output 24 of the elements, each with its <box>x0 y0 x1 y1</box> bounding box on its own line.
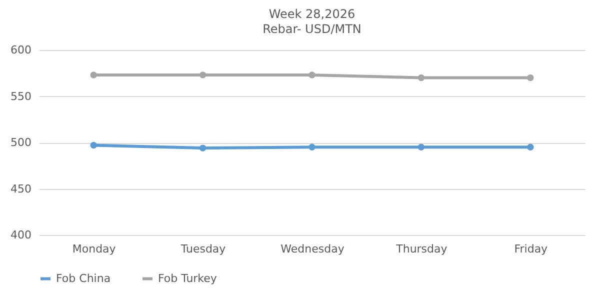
point <box>418 74 425 82</box>
point <box>308 144 316 150</box>
chart-subtitle: Rebar- USD/MTN <box>262 22 362 36</box>
y-tick-label: 550 <box>10 90 32 103</box>
point <box>90 72 97 78</box>
x-tick-label: Monday <box>72 242 116 256</box>
x-tick-label: Wednesday <box>280 242 345 256</box>
chart-title: Week 28,2026 <box>268 7 356 21</box>
y-tick-label: 600 <box>10 44 32 56</box>
y-tick-label: 450 <box>10 182 32 196</box>
point <box>90 142 97 149</box>
x-tick-label: Tuesday <box>180 242 226 256</box>
y-tick-label: 500 <box>10 136 32 149</box>
point <box>418 144 425 150</box>
y-tick-label: 400 <box>10 228 32 242</box>
point <box>308 72 316 78</box>
point <box>527 74 534 82</box>
point <box>527 144 534 150</box>
legend-label: Fob Turkey <box>158 272 218 285</box>
x-tick-label: Friday <box>514 242 548 256</box>
point <box>199 144 206 152</box>
point <box>199 72 206 78</box>
legend-label: Fob China <box>56 272 111 285</box>
x-tick-label: Thursday <box>395 242 448 256</box>
